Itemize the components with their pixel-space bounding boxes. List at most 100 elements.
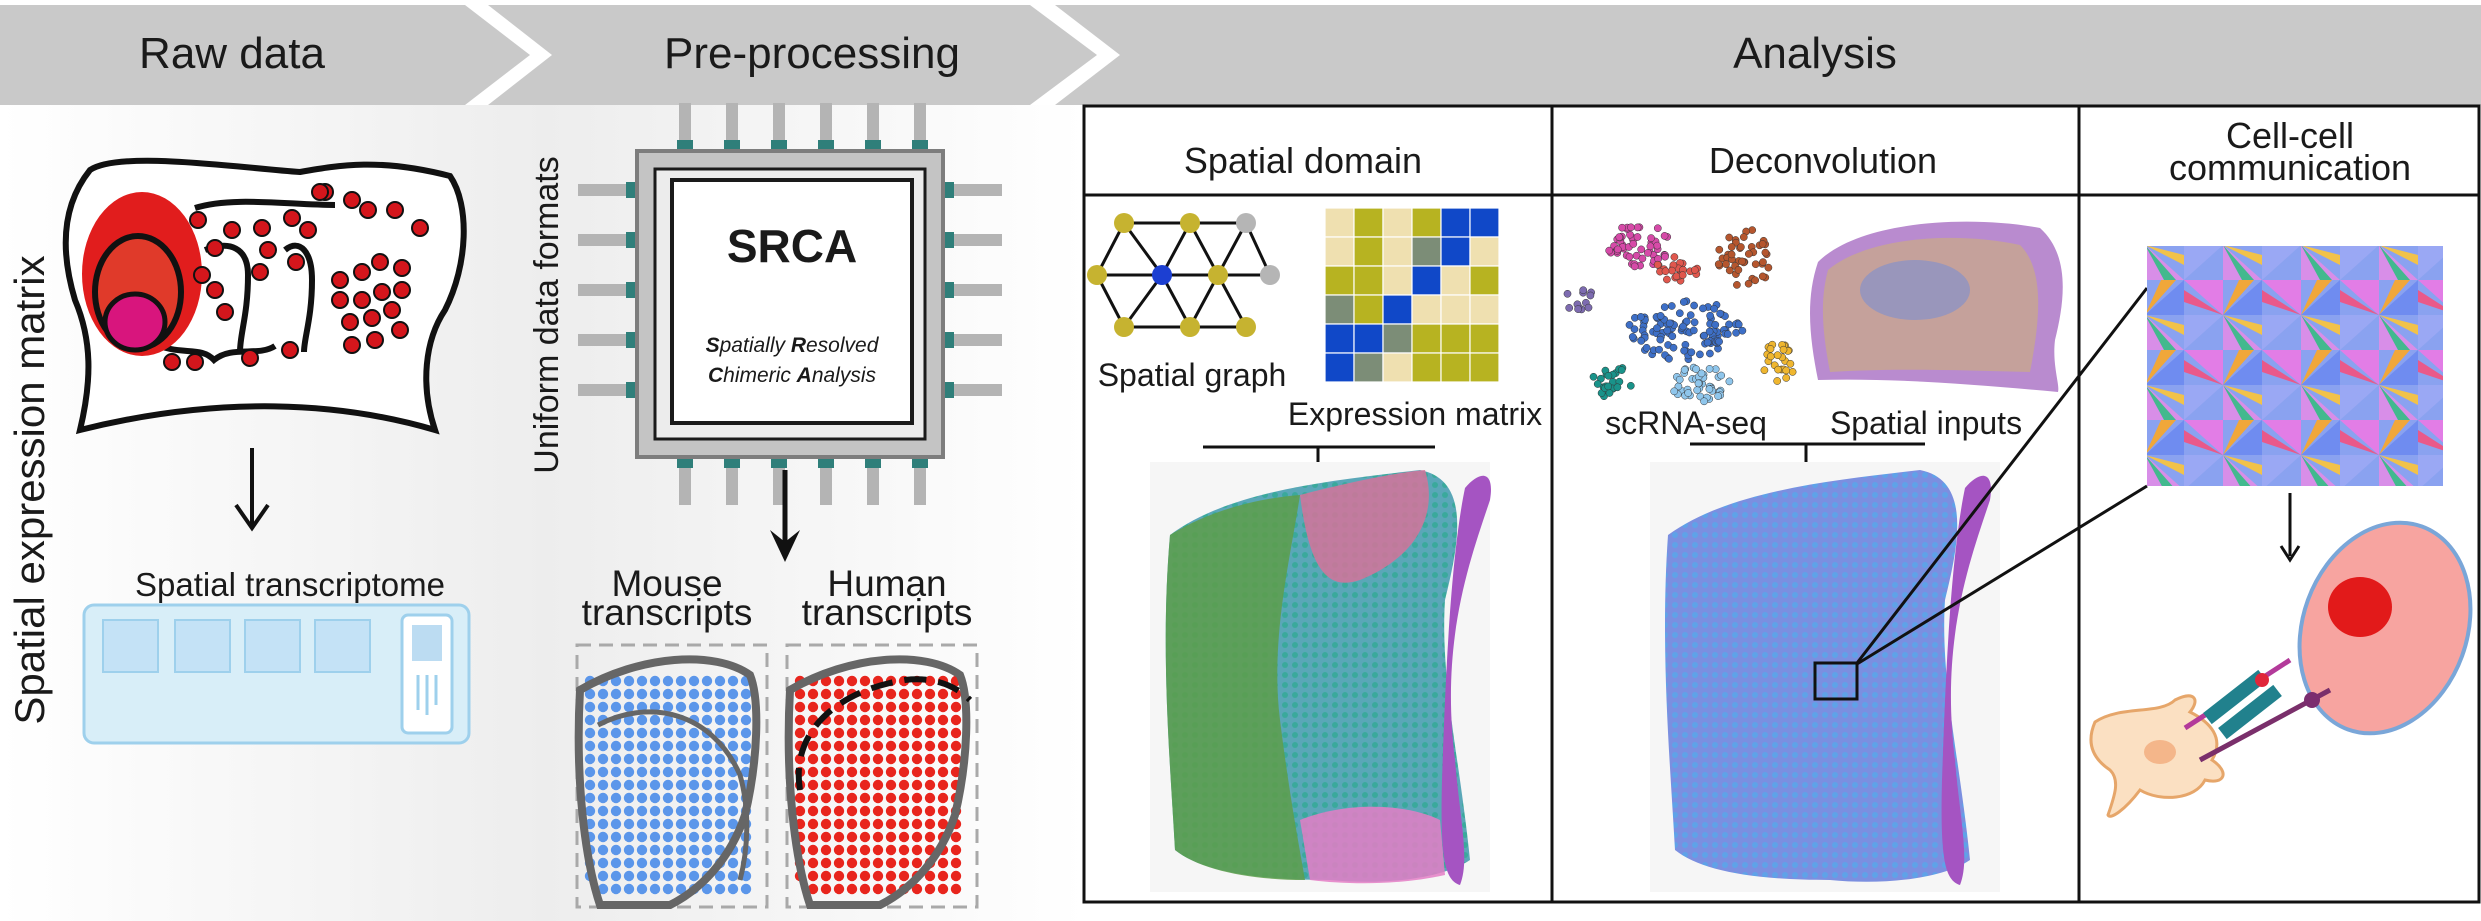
transcript-dot bbox=[584, 805, 596, 817]
transcript-dot bbox=[623, 675, 635, 687]
cell-point bbox=[1660, 232, 1669, 240]
transcript-dot bbox=[714, 727, 726, 739]
expression-dot bbox=[341, 313, 359, 331]
matrix-cell bbox=[1411, 352, 1442, 383]
transcript-dot bbox=[714, 870, 726, 882]
transcript-dot bbox=[740, 883, 752, 895]
matrix-cell bbox=[1469, 265, 1500, 296]
transcript-dot bbox=[807, 792, 819, 804]
matrix-cell bbox=[1324, 265, 1355, 296]
stage-title-prep: Pre-processing bbox=[664, 29, 960, 78]
transcript-dot bbox=[597, 857, 609, 869]
transcript-dot bbox=[688, 740, 700, 752]
transcript-dot bbox=[924, 779, 936, 791]
spatial-graph bbox=[1087, 213, 1280, 337]
expression-matrix-label: Expression matrix bbox=[1288, 396, 1542, 432]
transcript-dot bbox=[846, 753, 858, 765]
cell-point bbox=[1628, 333, 1637, 341]
ccc-title-line1: Cell-cell bbox=[2226, 115, 2354, 156]
transcript-dot bbox=[597, 779, 609, 791]
transcript-dot bbox=[727, 675, 739, 687]
cell-point bbox=[1670, 253, 1679, 261]
transcript-dot bbox=[636, 857, 648, 869]
cell-point bbox=[1630, 325, 1639, 334]
cell-point bbox=[1734, 320, 1743, 329]
chip-pin bbox=[914, 457, 926, 505]
mouse-dots bbox=[584, 675, 752, 895]
matrix-cell bbox=[1382, 352, 1413, 383]
cell-point bbox=[1653, 224, 1662, 233]
transcript-dot bbox=[846, 805, 858, 817]
cell-point bbox=[1766, 345, 1775, 353]
cell-point bbox=[1773, 377, 1782, 385]
cell-point bbox=[1786, 359, 1795, 368]
cell-point bbox=[1678, 271, 1687, 279]
chip-pin bbox=[943, 334, 1002, 346]
transcript-dot bbox=[820, 740, 832, 752]
transcript-dot bbox=[701, 792, 713, 804]
expression-dot bbox=[281, 341, 299, 359]
cell-point bbox=[1690, 301, 1698, 310]
transcript-dot bbox=[820, 870, 832, 882]
transcript-dot bbox=[636, 818, 648, 830]
transcript-dot bbox=[820, 675, 832, 687]
transcript-dot bbox=[649, 792, 661, 804]
transcript-dot bbox=[872, 883, 884, 895]
transcript-dot bbox=[610, 844, 622, 856]
transcript-dot bbox=[675, 701, 687, 713]
transcript-dot bbox=[820, 818, 832, 830]
transcript-dot bbox=[898, 779, 910, 791]
cell-point bbox=[1706, 349, 1714, 358]
transcript-dot bbox=[846, 792, 858, 804]
cell-point bbox=[1679, 298, 1688, 306]
transcript-dot bbox=[898, 792, 910, 804]
transcript-dot bbox=[610, 753, 622, 765]
transcript-dot bbox=[950, 727, 962, 739]
transcript-dot bbox=[597, 753, 609, 765]
transcript-dot bbox=[950, 883, 962, 895]
matrix-cell bbox=[1440, 236, 1471, 267]
brain-coronal-section bbox=[62, 157, 467, 435]
transcript-dot bbox=[649, 870, 661, 882]
transcript-dot bbox=[846, 857, 858, 869]
transcript-dot bbox=[740, 701, 752, 713]
chip-pin bbox=[679, 103, 691, 151]
cell-point bbox=[1665, 354, 1673, 363]
transcript-dot bbox=[872, 727, 884, 739]
zoom-line-top bbox=[1855, 287, 2149, 664]
transcript-dot bbox=[885, 857, 897, 869]
cell-point bbox=[1656, 335, 1665, 344]
transcript-dot bbox=[885, 766, 897, 778]
transcript-dot bbox=[636, 688, 648, 700]
transcript-dot bbox=[937, 766, 949, 778]
transcript-dot bbox=[937, 753, 949, 765]
cell-point bbox=[1727, 243, 1736, 251]
transcript-dot bbox=[872, 714, 884, 726]
transcript-dot bbox=[950, 701, 962, 713]
cell-point bbox=[1655, 345, 1663, 354]
cell-point bbox=[1699, 304, 1707, 313]
cell-point bbox=[1715, 337, 1723, 346]
transcript-dot bbox=[740, 727, 752, 739]
transcript-dot bbox=[924, 714, 936, 726]
transcript-dot bbox=[950, 688, 962, 700]
transcript-dot bbox=[794, 805, 806, 817]
transcript-dot bbox=[675, 779, 687, 791]
cell-point bbox=[1667, 302, 1676, 310]
transcript-dot bbox=[597, 831, 609, 843]
transcript-dot bbox=[675, 805, 687, 817]
cell-point bbox=[1705, 385, 1714, 393]
chip-pin bbox=[578, 284, 637, 296]
transcript-dot bbox=[872, 870, 884, 882]
cell-point bbox=[1751, 276, 1760, 285]
transcript-dot bbox=[636, 727, 648, 739]
transcript-dot bbox=[610, 883, 622, 895]
transcript-dot bbox=[833, 727, 845, 739]
transcript-dot bbox=[846, 883, 858, 895]
cell-point bbox=[1744, 279, 1753, 288]
transcript-dot bbox=[623, 805, 635, 817]
transcript-dot bbox=[701, 688, 713, 700]
cell-point bbox=[1663, 275, 1671, 284]
cell-point bbox=[1725, 233, 1734, 242]
transcript-dot bbox=[807, 883, 819, 895]
